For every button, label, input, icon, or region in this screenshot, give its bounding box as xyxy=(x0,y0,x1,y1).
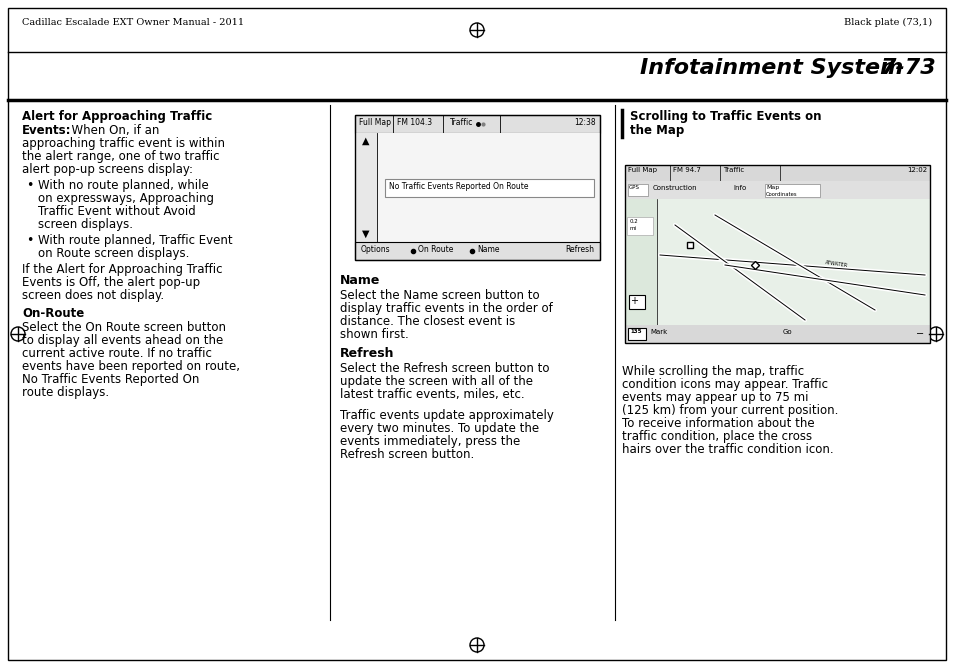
Text: Events is Off, the alert pop-up: Events is Off, the alert pop-up xyxy=(22,276,200,289)
Text: Mark: Mark xyxy=(649,329,666,335)
Text: Name: Name xyxy=(476,245,499,254)
Text: traffic condition, place the cross: traffic condition, place the cross xyxy=(621,430,811,443)
Text: FM 104.3: FM 104.3 xyxy=(396,118,432,127)
Text: GPS: GPS xyxy=(628,185,639,190)
Text: 7-73: 7-73 xyxy=(879,58,935,78)
Bar xyxy=(627,184,647,196)
Bar xyxy=(355,133,599,242)
Text: ▲: ▲ xyxy=(362,136,370,146)
Bar xyxy=(627,328,645,340)
Text: Construction: Construction xyxy=(652,185,697,191)
Text: Alert for Approaching Traffic: Alert for Approaching Traffic xyxy=(22,110,212,123)
Text: Full Map: Full Map xyxy=(358,118,391,127)
Text: FM 94.7: FM 94.7 xyxy=(672,167,700,173)
Text: events have been reported on route,: events have been reported on route, xyxy=(22,360,240,373)
Text: Refresh screen button.: Refresh screen button. xyxy=(339,448,474,461)
Text: If the Alert for Approaching Traffic: If the Alert for Approaching Traffic xyxy=(22,263,222,276)
Text: Refresh: Refresh xyxy=(339,347,395,360)
Text: Select the Refresh screen button to: Select the Refresh screen button to xyxy=(339,362,549,375)
Bar xyxy=(355,115,599,260)
Text: ATWATER: ATWATER xyxy=(824,260,848,268)
Text: Traffic Event without Avoid: Traffic Event without Avoid xyxy=(38,205,195,218)
Text: While scrolling the map, traffic: While scrolling the map, traffic xyxy=(621,365,803,378)
Text: 12:02: 12:02 xyxy=(906,167,926,173)
Text: •: • xyxy=(26,179,33,192)
Text: 135: 135 xyxy=(629,329,640,334)
Text: the alert range, one of two traffic: the alert range, one of two traffic xyxy=(22,150,219,163)
Text: the Map: the Map xyxy=(629,124,683,137)
Text: Scrolling to Traffic Events on: Scrolling to Traffic Events on xyxy=(629,110,821,123)
Bar xyxy=(624,165,929,181)
Text: events immediately, press the: events immediately, press the xyxy=(339,435,519,448)
Text: When On, if an: When On, if an xyxy=(64,124,159,137)
Text: To receive information about the: To receive information about the xyxy=(621,417,814,430)
Text: Infotainment System: Infotainment System xyxy=(639,58,902,78)
Text: Select the On Route screen button: Select the On Route screen button xyxy=(22,321,226,334)
Text: ▼: ▼ xyxy=(362,229,370,239)
Text: hairs over the traffic condition icon.: hairs over the traffic condition icon. xyxy=(621,443,833,456)
Text: Cadillac Escalade EXT Owner Manual - 2011: Cadillac Escalade EXT Owner Manual - 201… xyxy=(22,18,244,27)
Text: 12:38: 12:38 xyxy=(574,118,596,127)
Bar xyxy=(764,184,820,197)
Text: condition icons may appear. Traffic: condition icons may appear. Traffic xyxy=(621,378,827,391)
Text: latest traffic events, miles, etc.: latest traffic events, miles, etc. xyxy=(339,388,524,401)
Bar xyxy=(626,217,652,235)
Text: On Route: On Route xyxy=(417,245,453,254)
Text: every two minutes. To update the: every two minutes. To update the xyxy=(339,422,538,435)
Bar xyxy=(624,199,929,325)
Text: Select the Name screen button to: Select the Name screen button to xyxy=(339,289,539,302)
Text: to display all events ahead on the: to display all events ahead on the xyxy=(22,334,223,347)
Text: No Traffic Events Reported On Route: No Traffic Events Reported On Route xyxy=(389,182,528,191)
Text: Refresh: Refresh xyxy=(564,245,594,254)
Text: screen displays.: screen displays. xyxy=(38,218,132,231)
Text: shown first.: shown first. xyxy=(339,328,408,341)
Text: events may appear up to 75 mi: events may appear up to 75 mi xyxy=(621,391,807,404)
Text: Coordinates: Coordinates xyxy=(765,192,797,197)
Bar xyxy=(355,242,599,260)
Text: Full Map: Full Map xyxy=(627,167,657,173)
Text: Traffic: Traffic xyxy=(450,118,473,127)
Text: Map: Map xyxy=(765,185,779,190)
Bar xyxy=(624,199,657,325)
Text: With no route planned, while: With no route planned, while xyxy=(38,179,209,192)
Text: on Route screen displays.: on Route screen displays. xyxy=(38,247,190,260)
Text: on expressways, Approaching: on expressways, Approaching xyxy=(38,192,213,205)
Text: update the screen with all of the: update the screen with all of the xyxy=(339,375,533,388)
Text: Events:: Events: xyxy=(22,124,71,137)
Text: Traffic: Traffic xyxy=(722,167,743,173)
Text: approaching traffic event is within: approaching traffic event is within xyxy=(22,137,225,150)
Text: route displays.: route displays. xyxy=(22,386,109,399)
Text: alert pop-up screens display:: alert pop-up screens display: xyxy=(22,163,193,176)
Bar xyxy=(385,179,594,197)
Text: screen does not display.: screen does not display. xyxy=(22,289,164,302)
Bar xyxy=(624,165,929,343)
Text: With route planned, Traffic Event: With route planned, Traffic Event xyxy=(38,234,233,247)
Text: Info: Info xyxy=(732,185,745,191)
Text: (125 km) from your current position.: (125 km) from your current position. xyxy=(621,404,838,417)
Text: Name: Name xyxy=(339,274,380,287)
Text: −: − xyxy=(915,329,923,339)
Text: +: + xyxy=(629,296,638,306)
Text: mi: mi xyxy=(629,226,637,231)
Text: Black plate (73,1): Black plate (73,1) xyxy=(843,18,931,27)
Text: Traffic events update approximately: Traffic events update approximately xyxy=(339,409,554,422)
Text: 0.2: 0.2 xyxy=(629,219,639,224)
Bar xyxy=(355,133,376,242)
Text: On-Route: On-Route xyxy=(22,307,84,320)
Text: Options: Options xyxy=(360,245,390,254)
Text: display traffic events in the order of: display traffic events in the order of xyxy=(339,302,552,315)
Bar xyxy=(624,181,929,199)
Text: distance. The closest event is: distance. The closest event is xyxy=(339,315,515,328)
Text: •: • xyxy=(26,234,33,247)
Text: Go: Go xyxy=(781,329,791,335)
Text: current active route. If no traffic: current active route. If no traffic xyxy=(22,347,212,360)
Bar xyxy=(624,325,929,343)
Bar xyxy=(355,115,599,133)
Text: No Traffic Events Reported On: No Traffic Events Reported On xyxy=(22,373,199,386)
Bar xyxy=(628,295,644,309)
